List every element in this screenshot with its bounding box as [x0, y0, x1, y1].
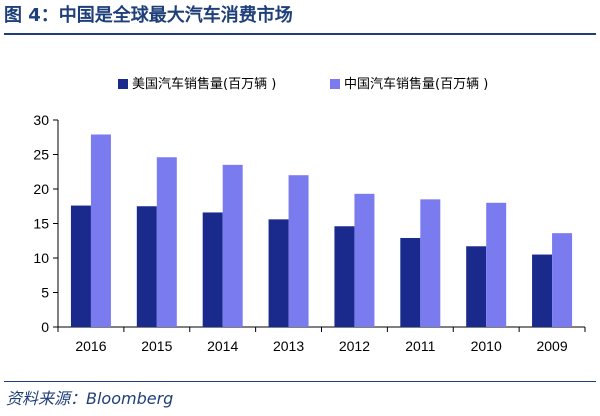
bar-us-2014: [202, 212, 223, 327]
bar-china-2013: [288, 175, 309, 327]
legend: 美国汽车销售量(百万辆 ) 中国汽车销售量(百万辆 ): [118, 76, 488, 92]
legend-swatch: [118, 79, 128, 89]
bar-china-2010: [486, 202, 507, 327]
x-tick-label: 2013: [273, 338, 304, 354]
bar-us-2015: [136, 206, 157, 327]
x-tick-label: 2010: [471, 338, 502, 354]
bar-us-2013: [268, 219, 289, 327]
bar-china-2012: [354, 193, 375, 327]
axes: 0 5 10 15 20 25 30 2016 2015 2014 2013 2012 2011 2010…: [33, 112, 586, 354]
y-tick-label: 30: [33, 112, 49, 128]
figure-title: 图 4：中国是全球最大汽车消费市场: [4, 5, 293, 26]
bar-us-2009: [532, 254, 553, 327]
source-note: 资料来源：Bloomberg: [6, 389, 174, 408]
y-tick-label: 0: [41, 319, 49, 335]
bar-us-2012: [334, 226, 355, 327]
y-tick-label: 15: [33, 216, 49, 232]
legend-label: 美国汽车销售量(百万辆 ): [132, 76, 276, 92]
bars: [70, 134, 573, 327]
title-rule: [4, 33, 596, 35]
bar-china-2009: [552, 233, 573, 327]
x-tick-label: 2011: [405, 338, 435, 354]
x-tick-label: 2009: [536, 338, 567, 354]
legend-swatch: [330, 79, 340, 89]
x-tick-label: 2014: [207, 338, 238, 354]
x-tick-label: 2015: [141, 338, 172, 354]
x-tick-label: 2012: [339, 338, 370, 354]
legend-label: 中国汽车销售量(百万辆 ): [344, 76, 488, 92]
y-tick-label: 20: [33, 181, 49, 197]
y-tick-label: 10: [33, 250, 49, 266]
y-tick-label: 5: [41, 285, 49, 301]
x-tick-label: 2016: [75, 338, 106, 354]
bar-us-2016: [70, 205, 91, 327]
bar-china-2015: [156, 157, 177, 327]
bar-us-2010: [466, 246, 487, 327]
bar-china-2016: [90, 134, 111, 327]
bottom-rule: [4, 381, 596, 382]
y-tick-label: 25: [33, 147, 49, 163]
bar-china-2011: [420, 199, 441, 327]
bar-us-2011: [400, 237, 421, 327]
bar-china-2014: [222, 164, 243, 327]
